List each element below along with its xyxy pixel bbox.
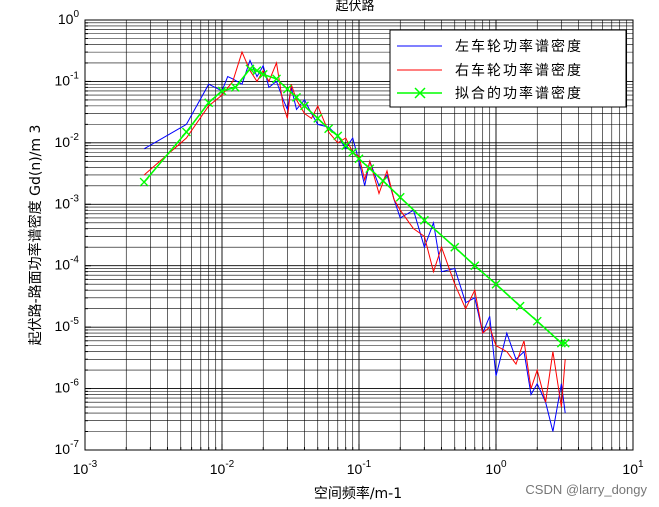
point-stroke [532, 316, 542, 326]
y-tick-labels: 100 10-1 10-2 10-3 10-4 10-5 10-6 10-7 [55, 9, 80, 457]
point-stroke [333, 131, 343, 141]
point-stroke [299, 101, 309, 111]
data-point [354, 154, 364, 164]
data-point [272, 74, 282, 84]
data-point [299, 101, 309, 111]
point-stroke [395, 192, 405, 202]
point-stroke [556, 338, 566, 348]
data-point [491, 279, 501, 289]
data-point [365, 164, 375, 174]
point-stroke [204, 98, 214, 108]
point-stroke [419, 215, 429, 225]
data-point [450, 242, 460, 252]
point-stroke [491, 279, 501, 289]
x-tick-label: 10-2 [210, 459, 235, 477]
point-stroke [282, 84, 292, 94]
legend-box [389, 29, 627, 108]
data-point [560, 338, 570, 348]
data-point [204, 98, 214, 108]
watermark: CSDN @larry_dongy [525, 482, 647, 497]
x-tick-labels: 10-3 10-2 10-1 100 101 [73, 459, 644, 477]
point-stroke [341, 141, 351, 151]
point-stroke [217, 86, 227, 96]
data-point [532, 316, 542, 326]
y-tick-label: 100 [58, 9, 80, 27]
legend: 左车轮功率谱密度 右车轮功率谱密度 拟合的功率谱密度 [389, 29, 627, 108]
point-stroke [470, 261, 480, 271]
series-line-0 [143, 59, 566, 432]
point-stroke [258, 69, 268, 79]
data-point [333, 131, 343, 141]
x-tick-label: 10-3 [73, 459, 98, 477]
point-stroke [139, 177, 149, 187]
y-tick-label: 10-4 [55, 255, 80, 273]
point-stroke [230, 82, 240, 92]
data-point [341, 141, 351, 151]
data-point [217, 86, 227, 96]
point-stroke [272, 74, 282, 84]
point-stroke [181, 127, 191, 137]
point-stroke [378, 176, 388, 186]
chart-title: 起伏路 [335, 0, 374, 14]
point-stroke [348, 147, 358, 157]
data-point [324, 124, 334, 134]
data-point [292, 92, 302, 102]
data-point [245, 64, 255, 74]
point-stroke [245, 64, 255, 74]
data-point [395, 192, 405, 202]
legend-label-fit: 拟合的功率谱密度 [455, 85, 583, 102]
data-point [181, 127, 191, 137]
point-stroke [450, 242, 460, 252]
point-stroke [560, 338, 570, 348]
legend-label-right: 右车轮功率谱密度 [455, 62, 583, 79]
y-tick-label: 10-1 [55, 70, 80, 88]
point-stroke [252, 66, 262, 76]
x-axis-label: 空间频率/m-1 [314, 485, 402, 502]
data-point [419, 215, 429, 225]
x-tick-label: 101 [622, 459, 644, 477]
data-point [230, 82, 240, 92]
x-tick-label: 10-1 [347, 459, 372, 477]
point-stroke [324, 124, 334, 134]
data-point [252, 66, 262, 76]
y-tick-label: 10-5 [55, 316, 80, 334]
data-point [515, 301, 525, 311]
series-layer [139, 50, 570, 432]
data-point [378, 176, 388, 186]
data-point [282, 84, 292, 94]
axis-ticks [84, 22, 628, 451]
data-point [470, 261, 480, 271]
y-axis-label: 起伏路-路面功率谱密度 Gd(n)/m 3 [27, 125, 44, 346]
point-stroke [515, 301, 525, 311]
y-tick-label: 10-7 [55, 439, 80, 457]
legend-marker-fit [414, 87, 426, 99]
legend-label-left: 左车轮功率谱密度 [455, 38, 583, 55]
x-tick-label: 100 [485, 459, 507, 477]
y-tick-label: 10-2 [55, 132, 80, 150]
y-tick-label: 10-6 [55, 378, 80, 396]
data-point [258, 69, 268, 79]
data-point [139, 177, 149, 187]
data-point [556, 338, 566, 348]
data-point [313, 113, 323, 123]
y-tick-label: 10-3 [55, 193, 80, 211]
point-stroke [365, 164, 375, 174]
point-stroke [354, 154, 364, 164]
point-stroke [313, 113, 323, 123]
point-stroke [292, 92, 302, 102]
